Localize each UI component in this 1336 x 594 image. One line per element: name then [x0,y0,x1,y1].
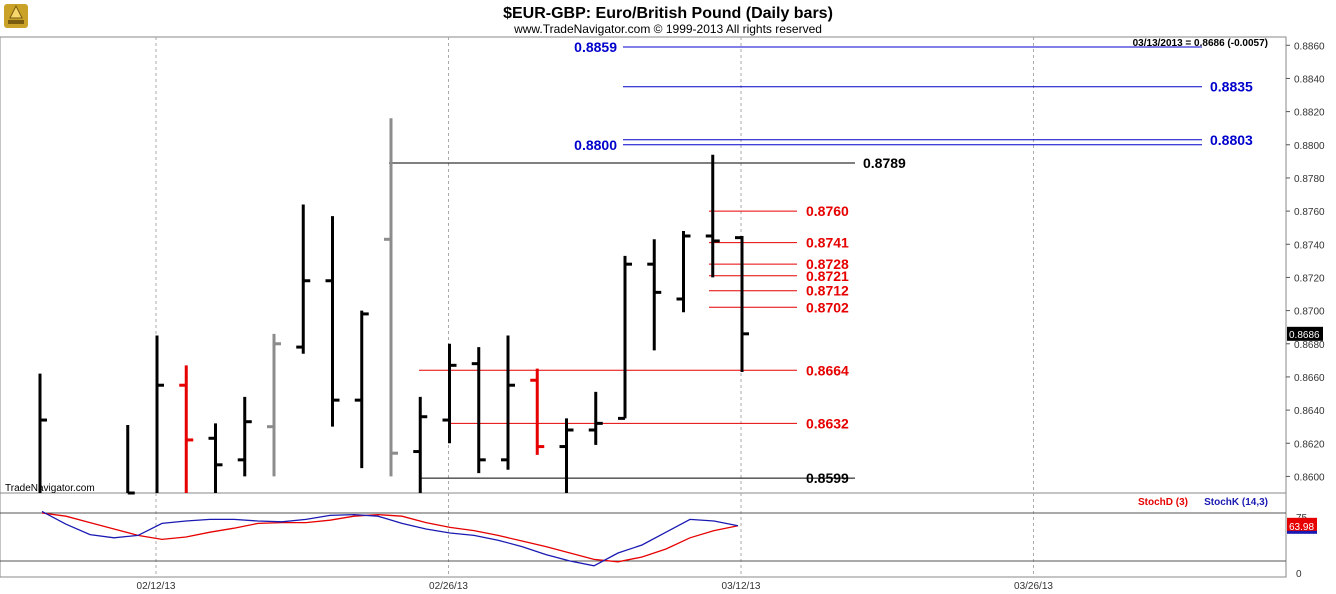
red-level-label: 0.8702 [806,299,849,315]
ohlc-bar [735,235,749,372]
stochk-legend: StochK (14,3) [1204,497,1268,508]
ohlc-bar [384,118,398,477]
ohlc-bar [501,335,515,470]
y-tick-label: 0.8620 [1294,439,1325,450]
y-tick-label: 0.8840 [1294,74,1325,85]
red-level-label: 0.8632 [806,415,849,431]
ohlc-bar [471,347,486,474]
stochd-legend: StochD (3) [1138,497,1188,508]
price-marker-label: 0.8686 [1289,330,1320,341]
blue-level-label: 0.8859 [574,39,617,55]
black-level-label: 0.8789 [863,155,906,171]
blue-level-label: 0.8835 [1210,79,1253,95]
x-tick-label: 02/26/13 [429,581,468,592]
ohlc-bar [676,231,691,313]
ohlc-bar [413,396,428,493]
y-tick-label: 0.8780 [1294,174,1325,185]
stoch-panel-frame [0,492,1287,578]
ohlc-bar [38,373,47,493]
price-panel-frame [0,36,1287,494]
ohlc-bar [296,204,311,354]
stoch-marker-label: 63.98 [1289,522,1314,533]
ohlc-bar [705,154,720,278]
ohlc-bar [354,310,369,469]
chart-title: $EUR-GBP: Euro/British Pound (Daily bars… [503,5,833,22]
y-tick-label: 0.8740 [1294,240,1325,251]
ohlc-bar [325,216,340,427]
ohlc-bar [618,255,632,420]
x-tick-label: 03/26/13 [1014,581,1053,592]
ohlc-bar [155,335,164,493]
y-tick-label: 0.8760 [1294,207,1325,218]
chart-subtitle: www.TradeNavigator.com © 1999-2013 All r… [513,22,822,36]
red-level-label: 0.8728 [806,256,849,272]
ohlc-bar [208,423,223,493]
ohlc-bar [530,368,545,455]
ohlc-bar [442,343,457,444]
stoch-marker-box [1287,517,1317,533]
y-tick-label: 0.8640 [1294,406,1325,417]
y-tick-label: 0.8820 [1294,108,1325,119]
price-marker-box [1287,326,1323,341]
stochk-line [41,510,739,567]
stoch-marker-underline [1287,530,1317,534]
stochd-line [41,512,739,563]
y-tick-label: 0.8860 [1294,41,1325,52]
trade-navigator-logo-icon [4,4,28,28]
ohlc-bar [588,391,603,445]
ohlc-bar [179,365,194,493]
ohlc-bar [237,396,252,477]
black-level-label: 0.8599 [806,470,849,486]
y-tick-label: 0.8600 [1294,472,1325,483]
stoch-tick-label: 0 [1296,569,1302,580]
blue-level-label: 0.8800 [574,137,617,153]
ohlc-bar [559,418,574,493]
watermark: TradeNavigator.com [5,483,95,494]
y-tick-label: 0.8800 [1294,141,1325,152]
red-level-label: 0.8712 [806,283,849,299]
y-tick-label: 0.8680 [1294,340,1325,351]
red-level-label: 0.8664 [806,362,849,378]
y-tick-label: 0.8720 [1294,273,1325,284]
x-tick-label: 02/12/13 [137,581,176,592]
red-level-label: 0.8760 [806,203,849,219]
y-tick-label: 0.8700 [1294,307,1325,318]
red-level-label: 0.8721 [806,268,849,284]
ohlc-bar [647,239,662,351]
ohlc-bar [126,425,135,495]
y-tick-label: 0.8660 [1294,373,1325,384]
blue-level-label: 0.8803 [1210,132,1253,148]
x-tick-label: 03/12/13 [722,581,761,592]
last-quote: 03/13/2013 = 0.8686 (-0.0057) [1133,38,1268,49]
red-level-label: 0.8741 [806,235,849,251]
ohlc-bar [267,333,281,477]
